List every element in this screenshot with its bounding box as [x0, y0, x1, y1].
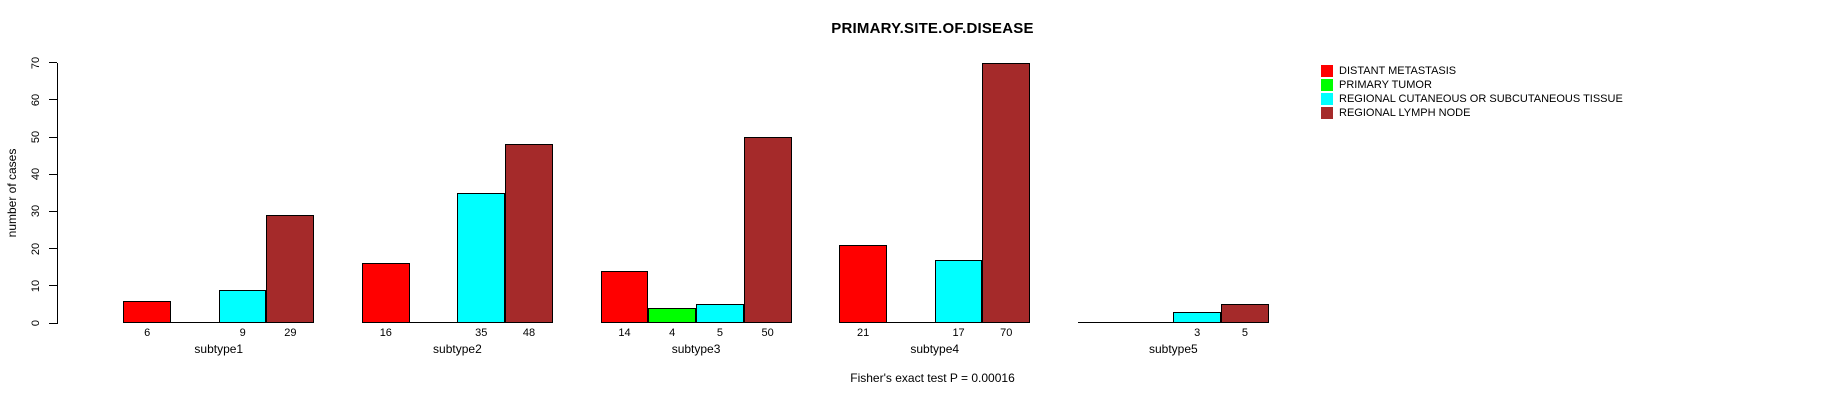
legend-item: REGIONAL LYMPH NODE [1321, 107, 1623, 119]
y-axis-tick-label: 40 [30, 168, 42, 181]
y-axis-tick [49, 248, 57, 250]
bar-value-label: 29 [284, 327, 297, 339]
y-axis-tick-label: 50 [30, 130, 42, 144]
zero-bar-baseline [886, 322, 936, 323]
bar-subtype3-series0 [600, 270, 649, 323]
legend-swatch [1321, 107, 1333, 119]
legend-item: DISTANT METASTASIS [1321, 65, 1623, 77]
y-axis-tick [49, 136, 57, 138]
zero-bar-baseline [409, 322, 459, 323]
y-axis-tick-label: 60 [30, 93, 42, 106]
bar-value-label: 16 [379, 327, 392, 339]
y-axis-tick-label: 0 [30, 319, 42, 327]
bar-subtype2-series0 [361, 263, 410, 323]
bar-subtype3-series2 [696, 304, 744, 323]
bar-value-label: 17 [952, 327, 965, 339]
bar-value-label: 5 [716, 327, 723, 339]
bar-value-label: 14 [618, 327, 631, 339]
bar-subtype5-series3 [1221, 304, 1269, 323]
legend: DISTANT METASTASIS PRIMARY TUMOR REGIONAL … [1321, 65, 1623, 121]
y-axis-tick-label: 30 [30, 205, 42, 218]
bar-subtype4-series3 [982, 62, 1031, 323]
bar-value-label: 3 [1194, 327, 1201, 339]
legend-label: PRIMARY TUMOR [1339, 79, 1432, 91]
legend-swatch [1321, 65, 1333, 77]
fisher-test-annotation: Fisher's exact test P = 0.00016 [850, 371, 1015, 385]
legend-label: REGIONAL CUTANEOUS OR SUBCUTANEOUS TISSU… [1339, 93, 1623, 105]
zero-bar-baseline [1125, 322, 1175, 323]
y-axis-tick [49, 210, 57, 212]
legend-item: PRIMARY TUMOR [1321, 79, 1623, 91]
y-axis-tick-label: 10 [30, 279, 42, 292]
y-axis-tick [49, 62, 57, 64]
legend-swatch [1321, 93, 1333, 105]
legend-swatch [1321, 79, 1333, 91]
y-axis-line [57, 62, 58, 324]
x-axis-category-label-subtype3: subtype3 [671, 342, 721, 356]
x-axis-category-label-subtype2: subtype2 [433, 342, 482, 356]
bar-value-label: 9 [239, 327, 246, 339]
chart-title: PRIMARY.SITE.OF.DISEASE [831, 20, 1034, 37]
legend-label: REGIONAL LYMPH NODE [1339, 107, 1471, 119]
bar-value-label: 50 [761, 327, 774, 339]
bar-subtype1-series2 [218, 289, 267, 323]
bar-subtype4-series2 [934, 259, 983, 323]
x-axis-category-label-subtype4: subtype4 [910, 342, 960, 356]
bar-value-label: 4 [669, 327, 676, 339]
y-axis-tick-label: 70 [30, 56, 42, 69]
zero-bar-baseline [1077, 322, 1127, 323]
bar-subtype3-series1 [648, 308, 697, 323]
bar-subtype5-series2 [1173, 311, 1222, 323]
y-axis-tick [49, 173, 57, 175]
zero-bar-baseline [171, 322, 220, 323]
bar-value-label: 35 [475, 327, 488, 339]
bar-subtype2-series3 [505, 144, 553, 323]
legend-label: DISTANT METASTASIS [1339, 65, 1457, 77]
bar-value-label: 5 [1241, 327, 1249, 339]
x-axis-category-label-subtype5: subtype5 [1149, 342, 1198, 356]
y-axis-tick [49, 99, 57, 101]
y-axis-tick-label: 20 [30, 242, 42, 255]
bar-subtype1-series3 [266, 215, 315, 323]
bar-subtype4-series0 [839, 244, 887, 323]
x-axis-category-label-subtype1: subtype1 [194, 342, 244, 356]
bar-value-label: 21 [856, 327, 870, 339]
bar-subtype3-series3 [743, 137, 792, 323]
legend-item: REGIONAL CUTANEOUS OR SUBCUTANEOUS TISSU… [1321, 93, 1623, 105]
y-axis-tick [49, 285, 57, 287]
bar-subtype2-series2 [457, 192, 506, 323]
bar-value-label: 48 [522, 327, 536, 339]
bar-subtype1-series0 [123, 300, 172, 323]
bar-value-label: 6 [144, 327, 151, 339]
bar-value-label: 70 [1000, 327, 1013, 339]
y-axis-tick [49, 322, 57, 324]
